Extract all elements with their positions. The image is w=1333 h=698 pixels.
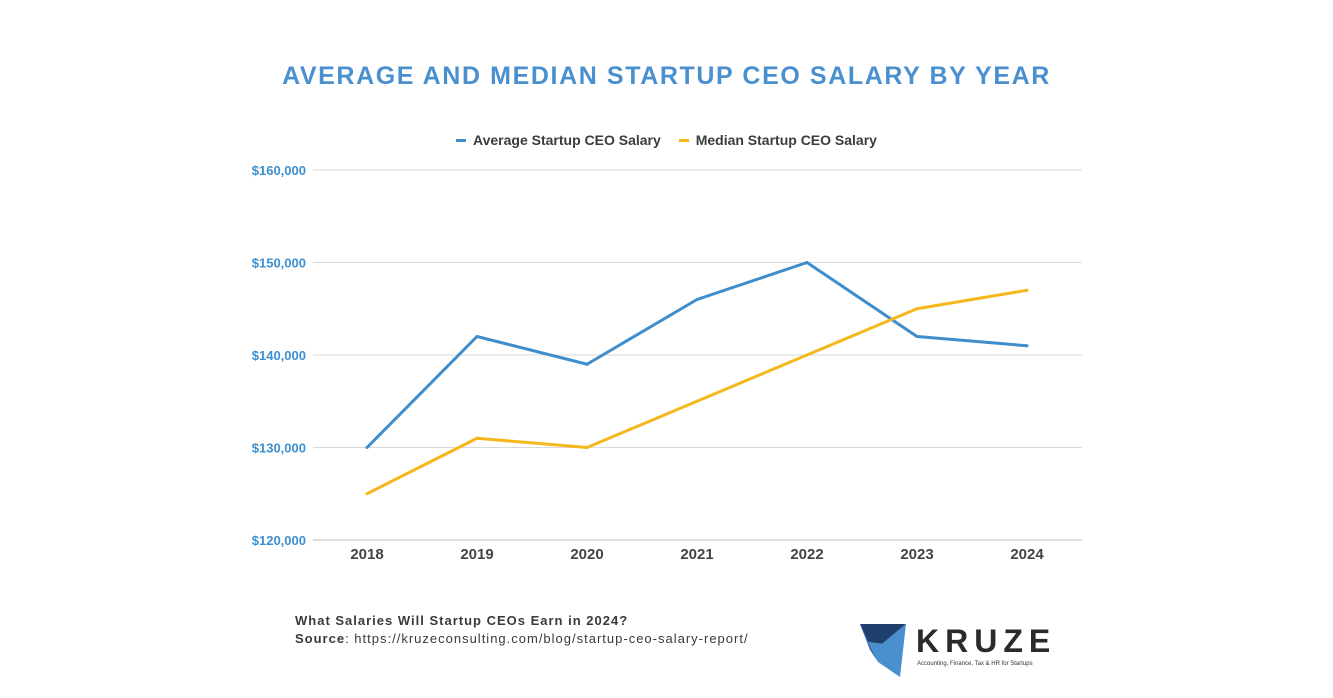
footer-question: What Salaries Will Startup CEOs Earn in … — [295, 613, 629, 628]
x-tick-label: 2018 — [350, 546, 383, 563]
data-point — [695, 399, 699, 403]
data-point — [915, 307, 919, 311]
data-point — [915, 335, 919, 338]
footer-source-url: : https://kruzeconsulting.com/blog/start… — [345, 631, 749, 646]
footer-source-label: Source — [295, 631, 346, 646]
legend-swatch-average — [456, 138, 467, 142]
legend: Average Startup CEO Salary Median Startu… — [0, 132, 1333, 148]
legend-swatch-median — [678, 138, 689, 142]
data-point — [585, 446, 589, 449]
y-tick-label: $160,000 — [252, 163, 306, 178]
x-tick-label: 2024 — [1010, 546, 1044, 563]
data-point — [475, 436, 479, 440]
x-tick-label: 2020 — [570, 546, 603, 563]
kruze-logo-mark-icon — [860, 624, 906, 677]
x-tick-label: 2022 — [790, 546, 823, 563]
data-point — [805, 353, 809, 357]
y-tick-label: $130,000 — [252, 441, 306, 456]
legend-item-median: Median Startup CEO Salary — [678, 132, 877, 148]
logo-tagline: Accounting, Finance, Tax & HR for Startu… — [917, 661, 1033, 667]
data-point — [805, 261, 809, 264]
footer: What Salaries Will Startup CEOs Earn in … — [295, 612, 749, 648]
legend-item-average: Average Startup CEO Salary — [456, 132, 661, 148]
data-point — [585, 362, 589, 366]
legend-label-median: Median Startup CEO Salary — [695, 132, 877, 148]
x-tick-label: 2019 — [460, 546, 493, 563]
y-tick-label: $120,000 — [252, 533, 306, 548]
data-point — [1025, 288, 1029, 292]
median-salary-line — [366, 288, 1028, 496]
data-point — [1025, 344, 1029, 348]
chart-title: AVERAGE AND MEDIAN STARTUP CEO SALARY BY… — [282, 62, 1051, 90]
y-tick-label: $150,000 — [252, 256, 306, 271]
logo-wordmark: KRUZE — [916, 623, 1057, 659]
x-tick-label: 2021 — [680, 546, 713, 563]
data-point — [365, 492, 369, 496]
data-point — [365, 446, 369, 449]
data-point — [695, 298, 699, 301]
y-tick-label: $140,000 — [252, 348, 306, 363]
data-point — [475, 335, 479, 338]
kruze-logo: KRUZE Accounting, Finance, Tax & HR for … — [858, 622, 1058, 682]
legend-label-average: Average Startup CEO Salary — [473, 132, 661, 148]
x-tick-label: 2023 — [900, 546, 933, 563]
